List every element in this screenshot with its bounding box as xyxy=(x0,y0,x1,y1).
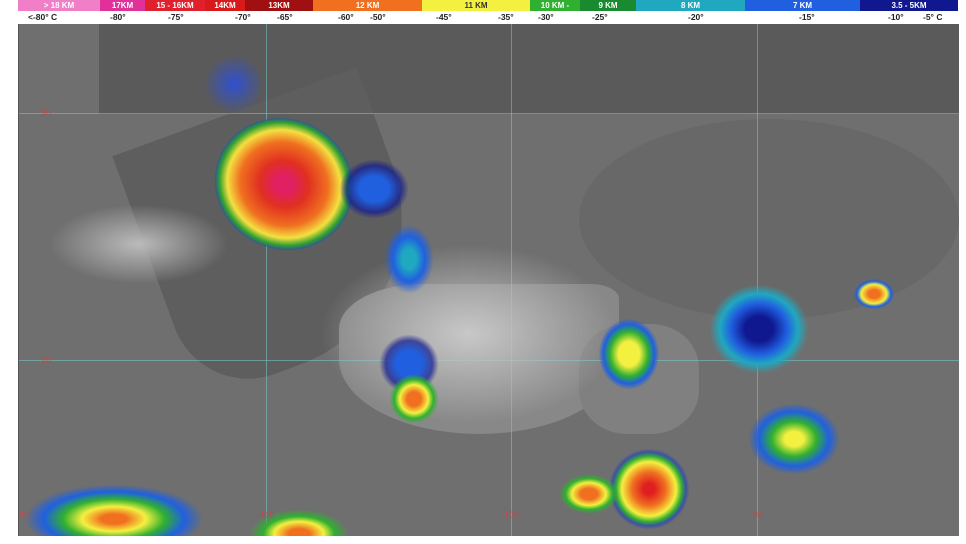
storm-cell xyxy=(599,319,659,389)
temperature-scale: <-80° C -80° -75° -70° -65° -60° -50° -4… xyxy=(18,11,958,24)
legend-segment: 13KM xyxy=(245,0,313,11)
storm-cell xyxy=(24,484,204,536)
legend-segment: 11 KM xyxy=(422,0,530,11)
storm-cell xyxy=(339,159,409,219)
legend-segment: 3.5 - 5KM xyxy=(860,0,958,11)
storm-cell-gulf xyxy=(709,284,809,374)
longitude-gridline xyxy=(266,24,267,536)
latitude-gridline xyxy=(19,113,959,114)
temp-label: -70° xyxy=(235,12,251,22)
legend-segment: 12 KM xyxy=(313,0,422,11)
temp-label: -5° C xyxy=(923,12,943,22)
longitude-label: -120 xyxy=(19,510,30,520)
longitude-gridline xyxy=(757,24,758,536)
temp-label: -35° xyxy=(498,12,514,22)
storm-cell xyxy=(854,279,894,309)
latitude-label: 20 xyxy=(41,355,52,365)
cloud-low xyxy=(319,244,619,424)
temp-label: -30° xyxy=(538,12,554,22)
longitude-label: -100 xyxy=(501,510,520,520)
storm-cell xyxy=(384,224,434,294)
legend-segment: 9 KM xyxy=(580,0,636,11)
temp-label: -20° xyxy=(688,12,704,22)
legend-segment: > 18 KM xyxy=(18,0,100,11)
cloud-low xyxy=(49,204,229,284)
storm-cell xyxy=(559,474,619,514)
legend-segment: 10 KM - xyxy=(530,0,580,11)
legend-segment: 8 KM xyxy=(636,0,745,11)
temp-label: -75° xyxy=(168,12,184,22)
temp-label: -80° xyxy=(110,12,126,22)
temp-label: -50° xyxy=(370,12,386,22)
legend-segment: 7 KM xyxy=(745,0,860,11)
longitude-label: -90 xyxy=(749,510,763,520)
storm-cell xyxy=(389,374,439,424)
temp-label: -65° xyxy=(277,12,293,22)
temp-label: -15° xyxy=(799,12,815,22)
temp-label: -60° xyxy=(338,12,354,22)
temp-label: -25° xyxy=(592,12,608,22)
longitude-label: -110 xyxy=(257,510,275,520)
satellite-infrared-map: 30 20 -120 -110 -100 -90 xyxy=(18,24,959,536)
legend-segment: 15 - 16KM xyxy=(145,0,205,11)
temp-label: -45° xyxy=(436,12,452,22)
temp-label: <-80° C xyxy=(28,12,58,22)
latitude-label: 30 xyxy=(41,108,52,118)
legend-segment: 17KM xyxy=(100,0,145,11)
storm-cell xyxy=(204,54,264,114)
cloud-top-height-legend: > 18 KM 17KM 15 - 16KM 14KM 13KM 12 KM 1… xyxy=(18,0,958,11)
storm-cell xyxy=(749,404,839,474)
temp-label: -10° xyxy=(888,12,904,22)
storm-cell-pacific xyxy=(609,449,689,529)
legend-segment: 14KM xyxy=(205,0,245,11)
